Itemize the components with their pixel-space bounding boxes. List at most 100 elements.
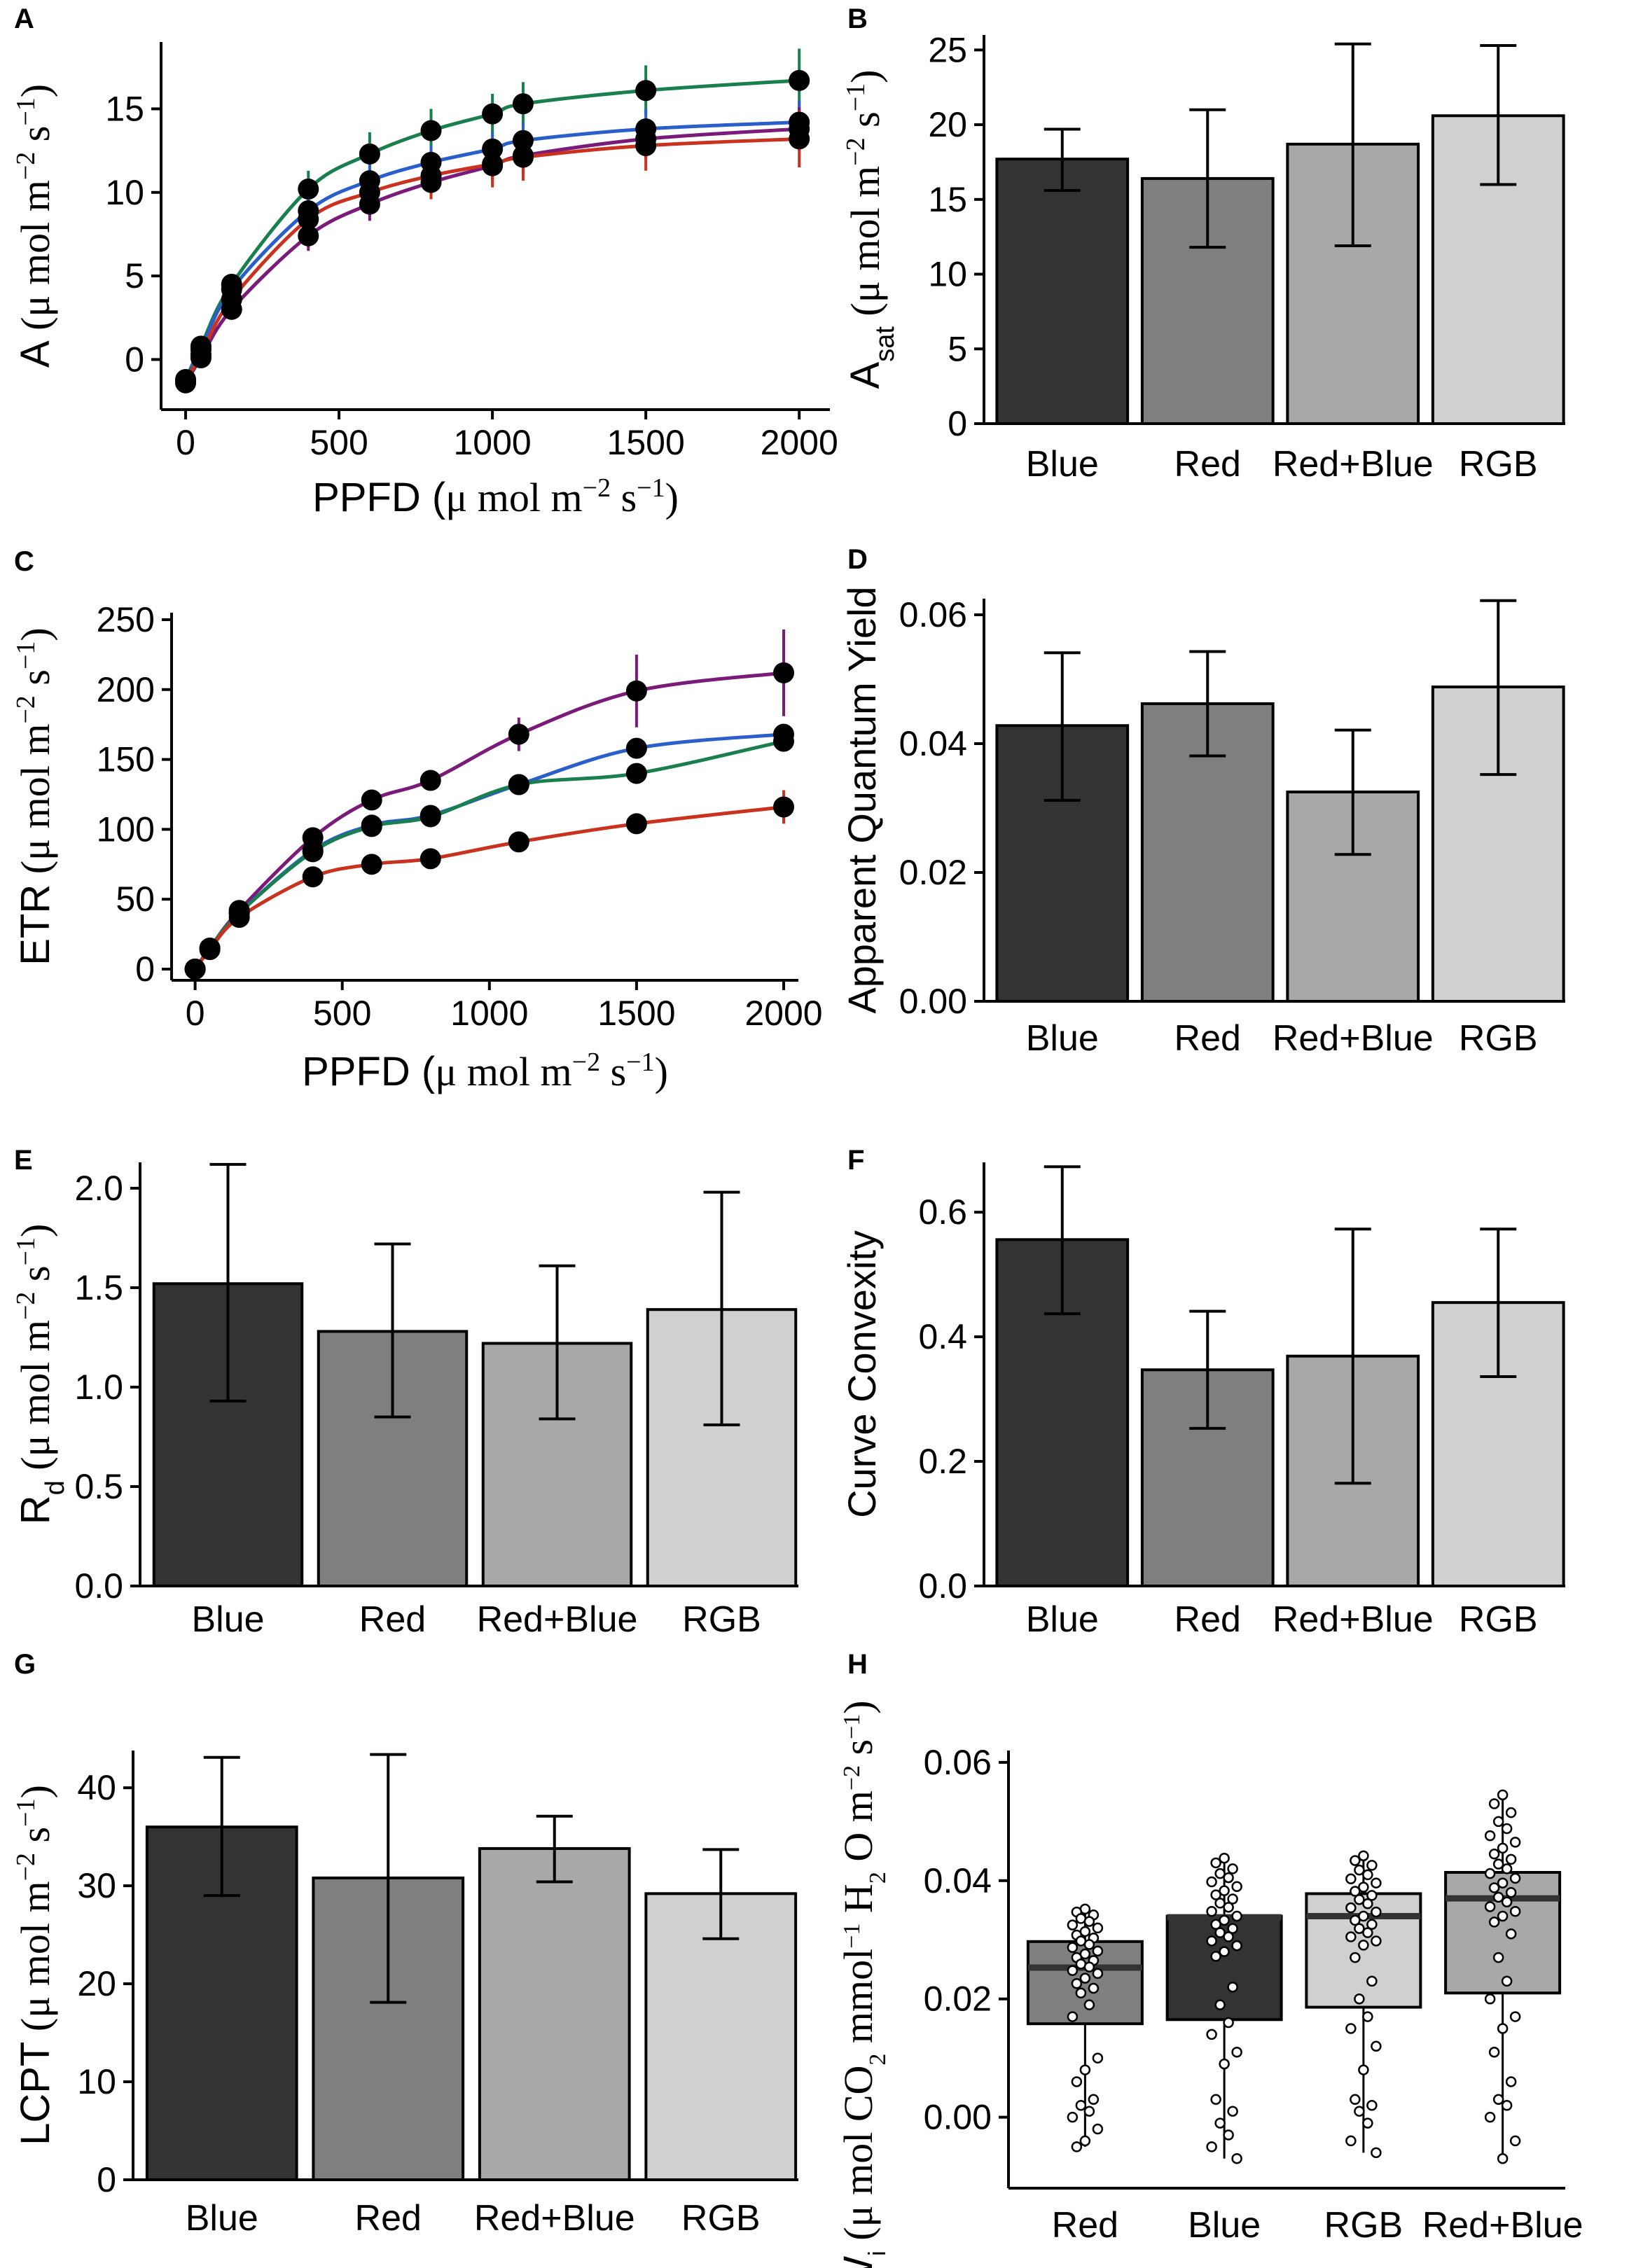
data-point <box>1354 1923 1365 1934</box>
y-axis-title: Curve Convexity <box>840 1230 884 1518</box>
data-point-red <box>625 813 647 835</box>
data-point <box>1505 1807 1517 1818</box>
data-point <box>1210 2094 1221 2106</box>
data-point <box>1484 1830 1496 1842</box>
data-point <box>1366 1919 1378 1930</box>
data-point <box>1345 1902 1357 1914</box>
category-label: RGB <box>1459 1599 1538 1640</box>
data-point-red <box>228 907 250 928</box>
data-point-red <box>184 959 206 980</box>
panel-c-y-tick-label: 200 <box>97 670 155 709</box>
data-point <box>1366 2100 1378 2111</box>
data-point <box>1505 1928 1517 1940</box>
panel-g-y-tick-label: 30 <box>77 1866 116 1905</box>
data-point <box>1497 1842 1509 1854</box>
data-point <box>1362 1869 1373 1881</box>
series-line-green <box>193 739 784 970</box>
data-point-red <box>361 854 382 875</box>
data-point <box>1497 2023 1509 2034</box>
data-point <box>1071 2076 1083 2087</box>
data-point <box>1088 2094 1100 2106</box>
data-point <box>1227 2106 1238 2117</box>
data-point-green <box>625 763 647 784</box>
panel-d-y-tick-label: 0.04 <box>899 724 967 763</box>
data-point <box>1223 2129 1234 2141</box>
x-tick-label: 1500 <box>607 423 685 462</box>
data-point <box>1509 1837 1521 1848</box>
data-point <box>1362 2011 1373 2022</box>
panel-b-y-tick-label: 25 <box>928 30 967 69</box>
data-point <box>1371 2040 1382 2052</box>
panel-e-y-tick-label: 2.0 <box>74 1169 123 1208</box>
data-point <box>1075 2100 1087 2111</box>
data-point <box>1501 1863 1513 1874</box>
data-point <box>1214 1867 1226 1879</box>
data-point <box>1223 1902 1234 1913</box>
data-point <box>1079 1973 1091 1984</box>
data-point <box>1223 2017 1234 2029</box>
data-point-blue <box>482 138 504 160</box>
panel-c-y-tick-label: 50 <box>116 879 155 919</box>
panel-a-y-tick-label: 5 <box>125 256 144 295</box>
data-point <box>1071 2141 1083 2152</box>
data-point <box>1071 1978 1083 1989</box>
panel-c: C 0 50 100 150 200 250 0 500 1000 1500 2000 ETR (μ m… <box>11 546 823 1094</box>
data-point-red <box>512 146 534 168</box>
data-point <box>1079 2135 1091 2147</box>
category-label: Blue <box>186 2198 258 2239</box>
data-point <box>1231 2046 1242 2058</box>
data-point <box>1223 1931 1234 1942</box>
panel-f: F Blue Red Red+Blue RGB 0.0 0.2 0.4 0.6 Curve Con… <box>840 1145 1565 1640</box>
panel-a-y-tick-label: 0 <box>125 340 144 379</box>
x-tick-label: 0 <box>176 423 195 462</box>
panel-letter: D <box>847 544 868 575</box>
data-point <box>1354 1993 1365 2005</box>
data-point <box>1083 1939 1095 1950</box>
data-point <box>1092 1922 1104 1934</box>
data-point <box>1083 2106 1095 2117</box>
data-point <box>1358 1910 1369 1922</box>
data-point-red <box>482 153 504 175</box>
data-point <box>1505 1886 1517 1898</box>
data-point-red <box>635 134 657 156</box>
data-point-green <box>635 80 657 102</box>
data-point <box>1219 1852 1230 1864</box>
data-point-green <box>420 120 442 141</box>
category-label: RGB <box>681 2198 761 2239</box>
data-point <box>1345 1931 1357 1942</box>
data-point-purple <box>298 225 319 246</box>
data-point-purple <box>420 770 441 791</box>
data-point <box>1509 2135 1521 2147</box>
data-point <box>1219 1946 1230 1957</box>
data-point <box>1092 1945 1104 1957</box>
data-point <box>1488 1798 1500 1809</box>
data-point <box>1083 1916 1095 1927</box>
panel-letter: H <box>847 1649 868 1680</box>
data-point <box>1067 1919 1079 1930</box>
y-axis-title: ETR (μ mol m−2 s−1) <box>11 627 58 966</box>
x-tick-label: 0 <box>186 994 205 1033</box>
data-point <box>1227 1923 1238 1934</box>
data-point <box>1231 1940 1242 1952</box>
data-point-red <box>199 939 221 961</box>
data-point <box>1214 2117 1226 2129</box>
panel-e-y-tick-label: 1.5 <box>74 1268 123 1307</box>
data-point <box>1484 2111 1496 2123</box>
data-point <box>1214 1927 1226 1938</box>
data-point <box>1497 1877 1509 1888</box>
data-point <box>1067 2011 1079 2022</box>
data-point <box>1492 1816 1504 1828</box>
data-point <box>1497 1910 1509 1922</box>
data-point <box>1358 1940 1369 1951</box>
box-red-blue <box>1444 1870 1562 1995</box>
data-point <box>1358 1850 1369 1862</box>
data-point <box>1345 1873 1357 1885</box>
data-point <box>1345 2023 1357 2034</box>
data-point <box>1371 1906 1382 1918</box>
data-point <box>1206 2029 1217 2040</box>
panel-h-y-tick-label: 0.02 <box>924 1980 992 2019</box>
data-point-green <box>482 103 504 125</box>
x-tick-label: 500 <box>310 423 368 462</box>
data-point <box>1219 2058 1230 2070</box>
